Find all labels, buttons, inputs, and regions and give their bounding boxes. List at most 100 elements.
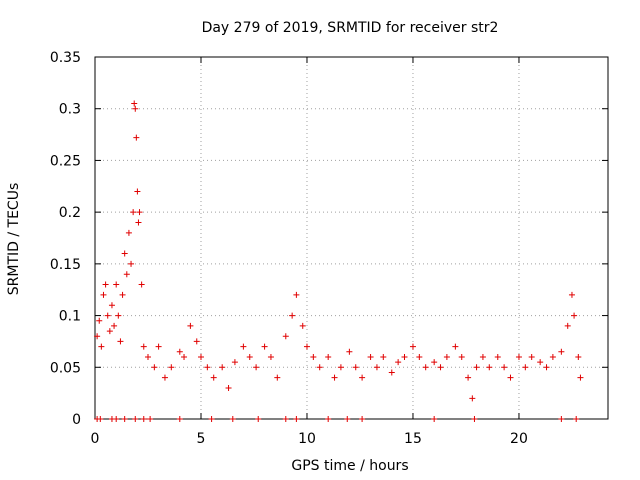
data-point — [469, 395, 476, 402]
data-point — [486, 364, 493, 371]
data-point — [522, 364, 529, 371]
data-point — [121, 416, 128, 422]
data-point — [344, 416, 351, 422]
data-point — [98, 343, 105, 350]
data-point — [373, 364, 380, 371]
data-point — [537, 359, 544, 366]
data-point — [528, 353, 535, 360]
data-point — [471, 416, 478, 422]
data-point — [132, 416, 139, 422]
data-point — [176, 348, 183, 355]
data-point — [219, 364, 226, 371]
data-points — [94, 100, 584, 422]
data-point — [128, 260, 135, 267]
data-point — [479, 353, 486, 360]
data-point — [564, 322, 571, 329]
data-point — [568, 291, 575, 298]
data-point — [181, 353, 188, 360]
data-point — [543, 364, 550, 371]
data-point — [96, 317, 103, 324]
data-point — [94, 333, 101, 340]
data-point — [113, 416, 120, 422]
data-point — [135, 219, 142, 226]
data-point — [138, 281, 145, 288]
data-point — [97, 416, 104, 422]
data-point — [458, 353, 465, 360]
data-point — [136, 209, 143, 216]
x-tick-label: 10 — [298, 431, 316, 447]
data-point — [106, 328, 113, 335]
data-point — [359, 416, 366, 422]
data-point — [100, 291, 107, 298]
data-point — [416, 353, 423, 360]
data-point — [367, 353, 374, 360]
data-point — [111, 322, 118, 329]
data-point — [140, 416, 147, 422]
data-point — [121, 250, 128, 257]
data-point — [422, 364, 429, 371]
data-point — [571, 312, 578, 319]
y-tick-label: 0.35 — [50, 50, 81, 66]
data-point — [507, 374, 514, 381]
y-axis-label: SRMTID / TECUs — [6, 183, 22, 296]
data-point — [289, 312, 296, 319]
y-tick-label: 0.1 — [59, 309, 81, 325]
data-point — [359, 374, 366, 381]
y-tick-label: 0.15 — [50, 257, 81, 273]
data-point — [409, 343, 416, 350]
data-point — [231, 359, 238, 366]
data-point — [437, 364, 444, 371]
data-point — [558, 416, 565, 422]
y-tick-label: 0.2 — [59, 205, 81, 221]
y-tick-labels: 0 0.05 0.1 0.15 0.2 0.25 0.3 0.35 — [50, 50, 81, 428]
data-point — [293, 291, 300, 298]
data-point — [346, 348, 353, 355]
data-point — [431, 359, 438, 366]
plot-frame — [94, 56, 609, 420]
data-point — [246, 353, 253, 360]
data-point — [310, 353, 317, 360]
data-point — [151, 364, 158, 371]
data-point — [193, 338, 200, 345]
data-point — [115, 312, 122, 319]
ticks — [94, 56, 608, 420]
data-point — [161, 374, 168, 381]
data-point — [108, 302, 115, 309]
data-point — [380, 353, 387, 360]
data-point — [282, 416, 289, 422]
data-point — [549, 353, 556, 360]
data-point — [119, 291, 126, 298]
data-point — [573, 416, 580, 422]
data-point — [113, 281, 120, 288]
grid — [95, 57, 608, 419]
x-tick-labels: 0 5 10 15 20 — [91, 431, 528, 447]
data-point — [131, 100, 138, 107]
data-point — [240, 343, 247, 350]
x-tick-label: 0 — [91, 431, 100, 447]
data-point — [104, 312, 111, 319]
data-point — [465, 374, 472, 381]
x-tick-label: 15 — [404, 431, 422, 447]
data-point — [134, 188, 141, 195]
data-point — [325, 353, 332, 360]
data-point — [401, 353, 408, 360]
data-point — [274, 374, 281, 381]
data-point — [130, 209, 137, 216]
data-point — [282, 333, 289, 340]
data-point — [261, 343, 268, 350]
x-tick-label: 5 — [197, 431, 206, 447]
data-point — [267, 353, 274, 360]
data-point — [443, 353, 450, 360]
data-point — [316, 364, 323, 371]
x-axis-label: GPS time / hours — [291, 458, 408, 474]
data-point — [303, 343, 310, 350]
data-point — [102, 281, 109, 288]
y-tick-label: 0 — [72, 412, 81, 428]
y-tick-label: 0.05 — [50, 360, 81, 376]
data-point — [133, 134, 140, 141]
data-point — [558, 348, 565, 355]
data-point — [225, 384, 232, 391]
data-point — [144, 353, 151, 360]
